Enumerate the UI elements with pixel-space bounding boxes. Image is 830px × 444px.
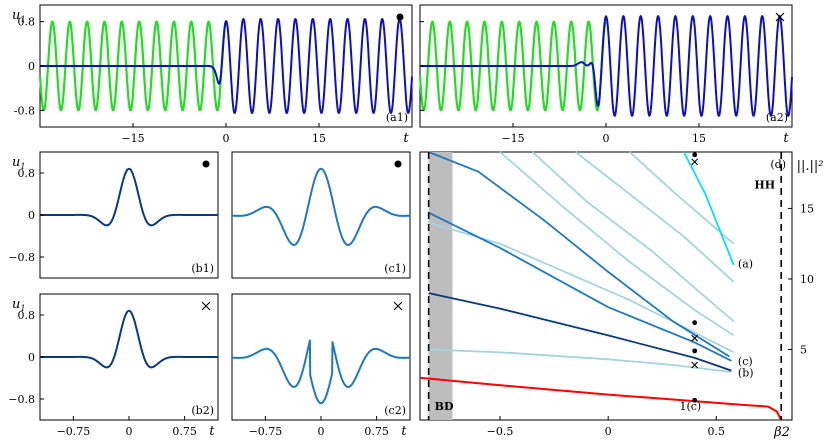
b1-panel-label: (b1) bbox=[191, 262, 214, 275]
a1-ylabel: u1 bbox=[12, 8, 25, 24]
b1-ylabel-sub: 1 bbox=[20, 162, 25, 171]
a1-ylabel-sub: 1 bbox=[20, 15, 25, 24]
d-annotation-hh: HH bbox=[754, 179, 775, 192]
a2-xtick-label: −15 bbox=[501, 132, 524, 145]
b2-ytick-label: 0 bbox=[28, 351, 35, 364]
d-annotation-b: (b) bbox=[738, 366, 754, 379]
d-ytick-label: 10 bbox=[800, 273, 814, 286]
a1-dot-marker bbox=[396, 13, 404, 21]
a1-solution-line bbox=[39, 17, 413, 114]
d-frame bbox=[419, 151, 793, 421]
d-point-dot bbox=[692, 320, 698, 326]
a1-xtick-label: 15 bbox=[312, 132, 326, 145]
d-point-dot bbox=[692, 152, 698, 158]
a1-panel-label: (a1) bbox=[386, 111, 408, 124]
b2-ytick-label: −0.8 bbox=[8, 393, 35, 406]
d-ytick-label: 15 bbox=[800, 202, 814, 215]
c1-dot-marker bbox=[394, 160, 402, 168]
b2-xtick-label: 0 bbox=[126, 425, 133, 438]
c2-pulse-line bbox=[231, 339, 411, 405]
a2-cross-marker bbox=[775, 12, 785, 22]
d-annotation-a: (a) bbox=[738, 258, 753, 271]
a1-carrier-line bbox=[38, 20, 227, 112]
d-series-light-1 bbox=[428, 348, 732, 373]
a2-xtick-label: 0 bbox=[603, 132, 610, 145]
d-series-b bbox=[428, 292, 732, 372]
d-point-cross bbox=[691, 361, 699, 369]
d-point-cross bbox=[691, 334, 699, 342]
d-series-c bbox=[428, 211, 732, 362]
d-xtick-label: 0 bbox=[605, 425, 612, 438]
b1-dot-marker bbox=[202, 160, 210, 168]
b1-ytick-label: 0 bbox=[28, 209, 35, 222]
c2-panel-label: (c2) bbox=[384, 404, 406, 417]
b2-ylabel-sub: 1 bbox=[20, 304, 25, 313]
a2-xtick-label: 15 bbox=[692, 132, 706, 145]
d-shaded-band bbox=[428, 152, 453, 420]
b1-pulse-line bbox=[39, 167, 219, 227]
d-series-cyan bbox=[683, 151, 735, 266]
a2-carrier-line bbox=[418, 20, 607, 112]
d-series-light-2 bbox=[428, 221, 735, 354]
c1-pulse-line bbox=[231, 167, 411, 246]
d-ytick-label: 5 bbox=[800, 343, 807, 356]
a2-xlabel: t bbox=[783, 131, 789, 146]
b1-ylabel: u1 bbox=[12, 155, 25, 171]
d-annotation-bd: BD bbox=[435, 400, 454, 413]
d-series-red bbox=[419, 376, 783, 421]
a1-xlabel: t bbox=[403, 131, 409, 146]
d-series-light-4 bbox=[531, 151, 735, 322]
c2-xlabel: t bbox=[401, 424, 407, 439]
d-annotation-c: (c) bbox=[738, 355, 753, 368]
c2-frame bbox=[231, 293, 411, 421]
c1-panel-label: (c1) bbox=[384, 262, 406, 275]
d-xtick-label: −0.5 bbox=[487, 425, 514, 438]
b2-cross-marker bbox=[201, 301, 211, 311]
d-series-light-3 bbox=[499, 151, 735, 337]
d-panel-label: (d) bbox=[770, 158, 786, 171]
b1-ytick-label: 0.8 bbox=[18, 167, 36, 180]
a2-panel-label: (a2) bbox=[766, 111, 788, 124]
d-point-dot bbox=[692, 348, 698, 354]
b1-ytick-label: −0.8 bbox=[8, 251, 35, 264]
c2-xtick-label: 0 bbox=[318, 425, 325, 438]
d-series-light-6 bbox=[629, 151, 735, 245]
b2-xlabel: t bbox=[209, 424, 215, 439]
d-xtick-label: 0.5 bbox=[708, 425, 726, 438]
d-xlabel: β2 bbox=[773, 425, 790, 440]
b2-xtick-label: 0.75 bbox=[172, 425, 197, 438]
a2-solution-line bbox=[419, 15, 793, 117]
d-ylabel: ||.||² bbox=[797, 159, 824, 174]
a1-xtick-label: −15 bbox=[121, 132, 144, 145]
d-point-cross bbox=[691, 158, 699, 166]
a1-xtick-label: 0 bbox=[223, 132, 230, 145]
b2-panel-label: (b2) bbox=[191, 404, 214, 417]
b2-ylabel: u1 bbox=[12, 297, 25, 313]
b2-pulse-line bbox=[39, 309, 219, 369]
d-series-light-5 bbox=[575, 151, 735, 283]
a1-ytick-label: 0.8 bbox=[18, 16, 36, 29]
a1-ytick-label: 0 bbox=[28, 60, 35, 73]
c2-xtick-label: −0.75 bbox=[249, 425, 283, 438]
d-series-c-upper bbox=[428, 151, 730, 358]
b2-xtick-label: −0.75 bbox=[57, 425, 91, 438]
c1-frame bbox=[231, 151, 411, 279]
c2-cross-marker bbox=[393, 301, 403, 311]
d-annotation-1c: 1(c) bbox=[679, 400, 701, 413]
d-point-dot bbox=[692, 397, 698, 403]
b2-ytick-label: 0.8 bbox=[18, 309, 36, 322]
c2-xtick-label: 0.75 bbox=[364, 425, 389, 438]
a1-ytick-label: -0.8 bbox=[14, 104, 35, 117]
